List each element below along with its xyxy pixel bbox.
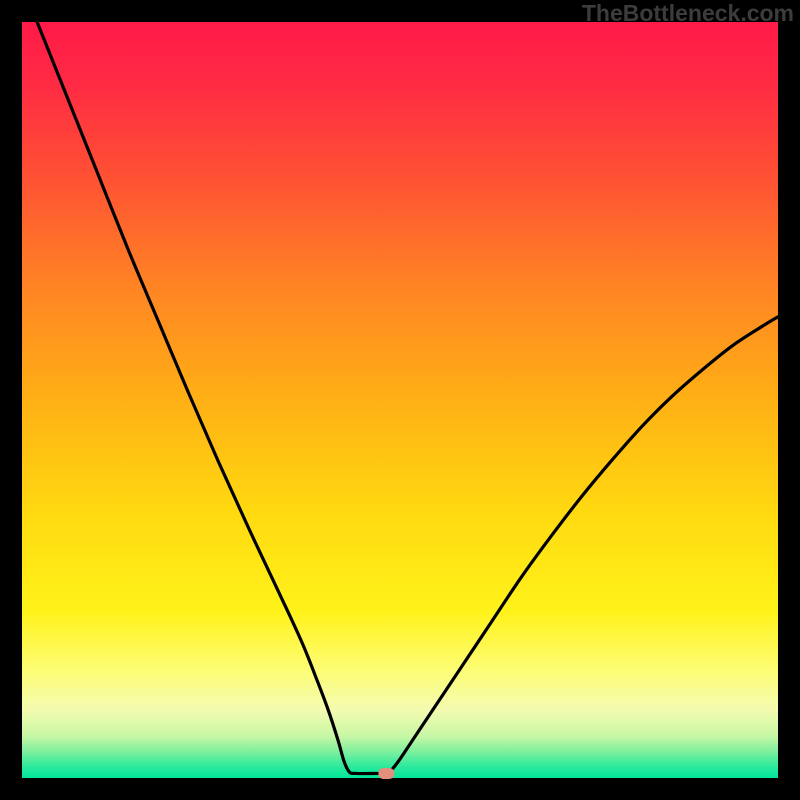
chart-container: TheBottleneck.com — [0, 0, 800, 800]
plot-background — [22, 22, 778, 778]
bottleneck-curve-chart — [0, 0, 800, 800]
optimum-marker — [378, 768, 394, 779]
